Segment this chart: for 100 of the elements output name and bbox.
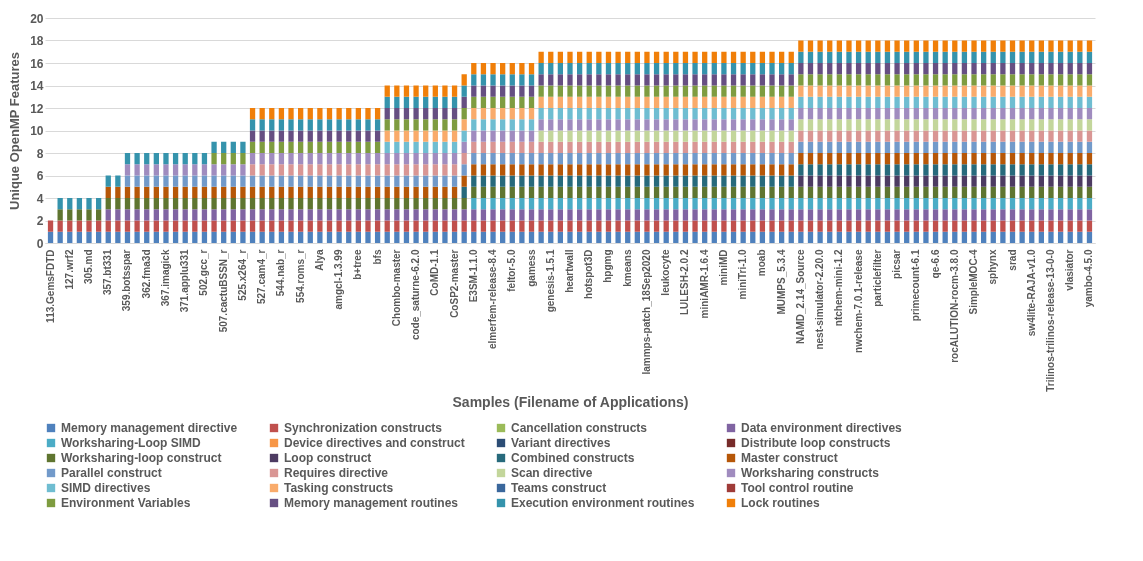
bar (615, 231, 621, 243)
bar (576, 119, 583, 131)
bar (730, 130, 737, 142)
bar (894, 231, 900, 243)
bar (528, 186, 535, 198)
bar (644, 220, 650, 232)
bar (394, 119, 400, 131)
bar (759, 153, 766, 165)
x-tick-label: 367.imagick (159, 249, 171, 307)
bar (471, 175, 477, 187)
bar (172, 198, 179, 210)
bar (538, 175, 544, 187)
bar (1077, 130, 1083, 142)
bar (221, 175, 227, 187)
bar (942, 119, 948, 131)
bar (1029, 186, 1035, 198)
bar (846, 96, 852, 108)
bar (1077, 63, 1083, 75)
bar (1057, 63, 1064, 75)
bar (172, 175, 179, 187)
bar (605, 96, 612, 108)
bar (971, 209, 977, 221)
bar (855, 186, 862, 198)
bar (249, 198, 256, 210)
bar (884, 51, 891, 63)
bar (576, 141, 583, 153)
bar (346, 153, 352, 165)
bar (884, 153, 891, 165)
bar (923, 209, 929, 221)
bar (798, 130, 804, 142)
bar (740, 130, 746, 142)
bar (1029, 198, 1035, 210)
bar (913, 186, 919, 198)
bar (1057, 108, 1064, 120)
bar (653, 141, 660, 153)
bar (865, 51, 871, 63)
bar (990, 153, 996, 165)
bar (817, 51, 823, 63)
bar (990, 40, 996, 52)
bar (461, 85, 467, 97)
bar (625, 96, 631, 108)
bar (990, 74, 996, 86)
bar (326, 108, 333, 120)
bar (471, 85, 477, 97)
bar (163, 164, 169, 176)
bar (730, 119, 737, 131)
bar (721, 186, 727, 198)
bar (846, 108, 852, 120)
bar (942, 209, 948, 221)
bar (423, 153, 429, 165)
bar (778, 51, 785, 63)
bar (326, 209, 333, 221)
bar (519, 74, 525, 86)
bar (548, 209, 554, 221)
bar (769, 63, 775, 75)
bar (144, 153, 150, 165)
bar (653, 85, 660, 97)
bar (884, 175, 891, 187)
bar (259, 186, 265, 198)
bar (875, 220, 881, 232)
legend-label: Worksharing constructs (741, 466, 880, 480)
bar (981, 198, 987, 210)
x-tick-label: kmeans (621, 249, 633, 287)
x-tick-label: 527.cam4_r (256, 249, 268, 304)
bar (548, 74, 554, 86)
bar (423, 96, 429, 108)
x-tick-label: leukocyte (660, 249, 672, 296)
bar (846, 164, 852, 176)
bar (153, 186, 159, 198)
bar (855, 51, 862, 63)
bar (336, 231, 342, 243)
bar (798, 74, 804, 86)
bar (432, 164, 438, 176)
bar (769, 108, 775, 120)
bar (625, 198, 631, 210)
bar (615, 198, 621, 210)
bar (634, 51, 640, 63)
bar (894, 40, 900, 52)
bar (1086, 175, 1093, 187)
bar (432, 141, 438, 153)
bar (134, 186, 140, 198)
bar (692, 51, 698, 63)
bar (798, 231, 804, 243)
bar (1019, 96, 1025, 108)
bar (769, 119, 775, 131)
bar (634, 63, 640, 75)
bar (817, 164, 823, 176)
y-axis-title: Unique OpenMP Features (7, 52, 23, 210)
bar (702, 119, 708, 131)
bar (471, 220, 477, 232)
bar (326, 220, 333, 232)
bar (442, 220, 448, 232)
bar (846, 63, 852, 75)
bar (346, 164, 352, 176)
bar (682, 209, 689, 221)
bar (538, 51, 544, 63)
bar (711, 220, 717, 232)
bar (490, 141, 496, 153)
bar (836, 85, 842, 97)
bar (1000, 51, 1006, 63)
